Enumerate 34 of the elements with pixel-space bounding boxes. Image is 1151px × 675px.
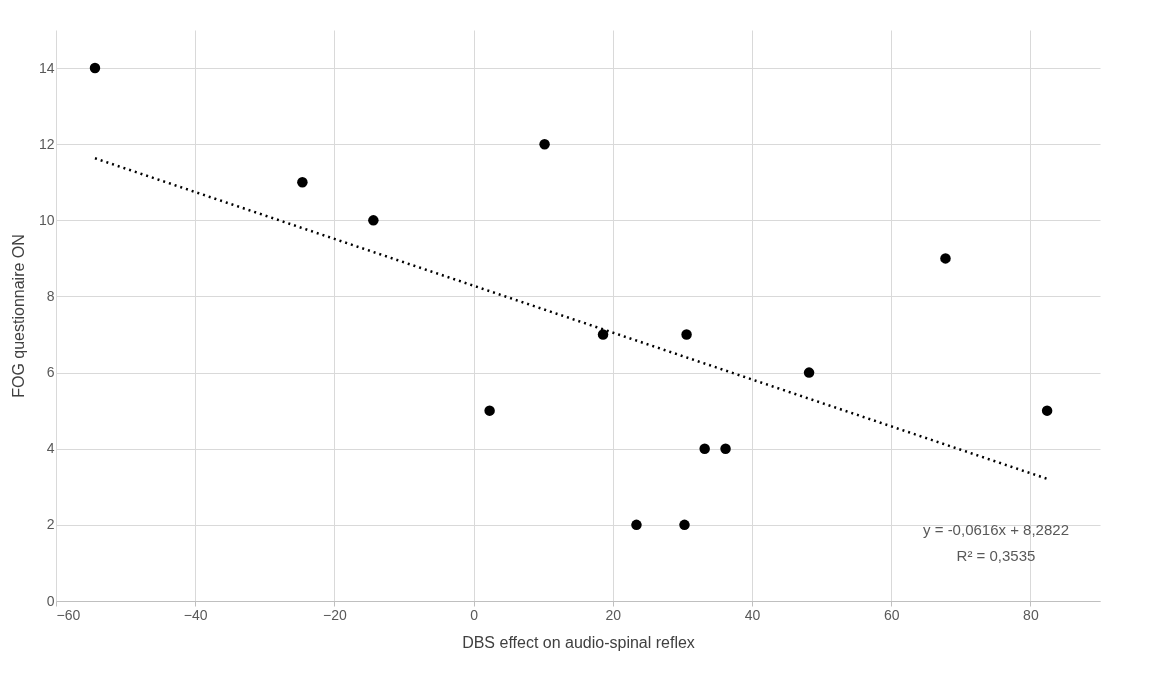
point [699,443,710,454]
x-tick-label: −40 [183,606,208,623]
point [803,367,815,378]
y-tick-label: 6 [46,364,55,381]
y-tick-label: 2 [46,516,55,533]
point [539,138,550,150]
point [89,62,101,74]
point [484,405,495,416]
y-axis-title: FOG questionnaire ON [9,234,27,398]
annotation: y = -0,0616x + 8,2822 [923,521,1069,538]
y-tick-label: 0 [46,592,55,609]
annotation: R² = 0,3535 [956,547,1036,564]
x-tick-label: 40 [744,606,761,623]
point [720,443,731,454]
y-tick-label: 8 [46,287,55,304]
point [631,519,642,531]
x-tick-label: −20 [323,606,347,623]
x-tick-label: 20 [605,606,622,623]
point [1041,405,1053,416]
y-tick-label: 10 [38,211,55,228]
point [940,253,951,264]
y-tick-label: 12 [38,135,55,152]
y-tick-label: 4 [46,440,55,457]
x-tick-label: 60 [883,606,900,623]
x-tick-label: −60 [56,606,81,623]
point [297,177,308,188]
x-tick-label: 80 [1023,606,1039,623]
x-axis-title: DBS effect on audio-spinal reflex [462,633,695,651]
point [597,329,609,340]
point [681,329,692,340]
y-tick-label: 14 [38,59,55,76]
x-tick-label: 0 [470,606,479,623]
point [368,215,379,226]
point [679,519,690,531]
